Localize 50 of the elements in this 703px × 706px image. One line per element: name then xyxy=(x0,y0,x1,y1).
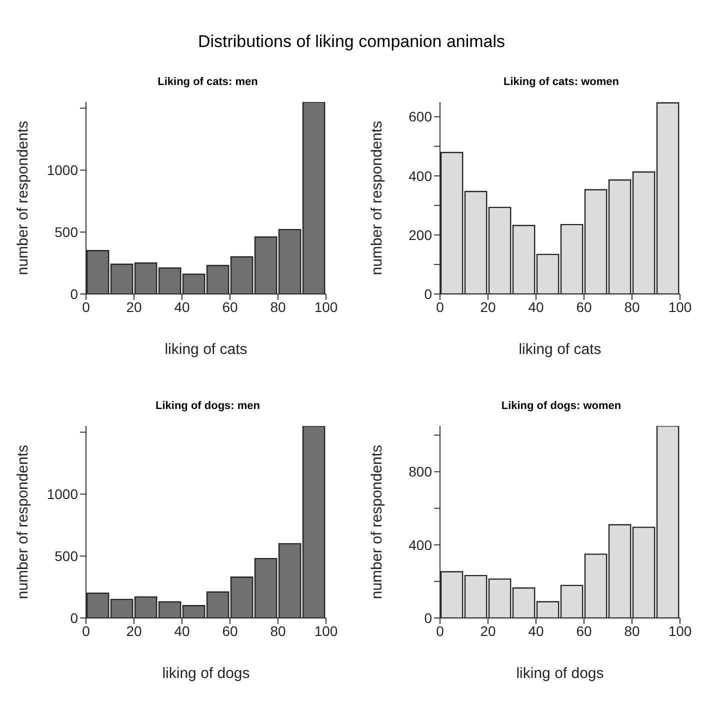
y-axis-title: number of respondents xyxy=(14,120,32,276)
y-tick-label: 800 xyxy=(408,464,432,480)
x-tick-label: 80 xyxy=(270,298,286,315)
x-tick-label: 80 xyxy=(624,298,640,315)
x-tick-label: 100 xyxy=(668,622,692,639)
x-tick-label: 40 xyxy=(528,298,544,315)
y-tick-label: 500 xyxy=(54,224,78,240)
x-tick-label: 60 xyxy=(222,622,238,639)
x-tick-label: 40 xyxy=(174,298,190,315)
x-tick-label: 0 xyxy=(436,298,444,315)
y-tick-label: 0 xyxy=(424,286,432,302)
x-tick-label: 0 xyxy=(436,622,444,639)
x-axis-title: liking of dogs xyxy=(162,665,250,682)
text: Distributions of liking companion animals xyxy=(196,31,506,53)
x-tick-label: 40 xyxy=(528,622,544,639)
x-axis-title: liking of cats xyxy=(164,341,248,358)
y-tick-label: 1000 xyxy=(46,162,78,178)
x-tick-label: 20 xyxy=(480,298,496,315)
chart-title: Liking of dogs: women xyxy=(500,400,622,414)
x-tick-label: 20 xyxy=(126,622,142,639)
y-tick-label: 500 xyxy=(54,548,78,564)
x-tick-label: 60 xyxy=(576,622,592,639)
y-tick-label: 600 xyxy=(408,108,432,125)
x-tick-label: 60 xyxy=(576,298,592,315)
x-tick-label: 0 xyxy=(82,622,90,639)
y-tick-label: 400 xyxy=(408,536,432,553)
y-tick-label: 0 xyxy=(70,610,78,626)
y-tick-label: 1000 xyxy=(46,486,78,502)
x-tick-label: 20 xyxy=(480,622,496,639)
x-tick-label: 0 xyxy=(82,298,90,315)
x-tick-label: 40 xyxy=(174,622,190,639)
y-tick-label: 0 xyxy=(424,610,432,626)
chart-title: Liking of dogs: men xyxy=(154,400,261,414)
x-tick-label: 80 xyxy=(624,622,640,639)
x-axis-title: liking of dogs xyxy=(516,665,604,682)
chart-title: Liking of cats: women xyxy=(502,76,620,90)
x-axis-title: liking of cats xyxy=(518,341,601,358)
y-tick-label: 0 xyxy=(70,286,78,302)
x-tick-label: 100 xyxy=(668,298,692,315)
y-axis-title: number of respondents xyxy=(14,444,32,600)
chart-title: Liking of cats: men xyxy=(156,76,259,90)
x-tick-label: 80 xyxy=(270,622,286,639)
y-axis-title: number of respondents xyxy=(368,120,385,276)
x-tick-label: 20 xyxy=(126,298,142,315)
y-axis-title: number of respondents xyxy=(368,444,385,600)
x-tick-label: 100 xyxy=(314,622,338,639)
x-tick-label: 60 xyxy=(222,298,238,315)
y-tick-label: 200 xyxy=(408,226,432,243)
x-tick-label: 100 xyxy=(314,298,338,315)
y-tick-label: 400 xyxy=(408,168,432,184)
